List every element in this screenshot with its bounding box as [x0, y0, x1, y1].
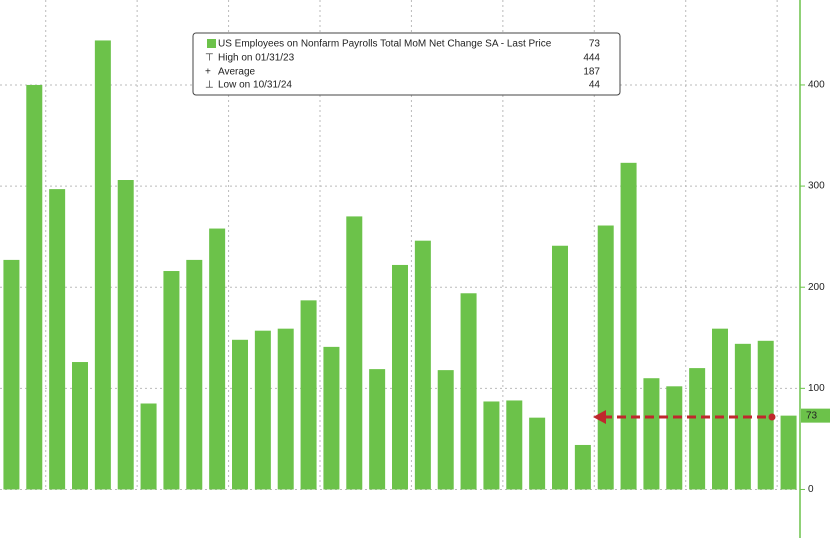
bar [26, 84, 43, 490]
bar [552, 245, 568, 490]
bar [460, 293, 477, 490]
legend-label: Low on 10/31/24 [218, 80, 292, 91]
bar [414, 240, 431, 490]
bar [734, 343, 751, 490]
bar [323, 346, 340, 490]
bar [780, 415, 797, 490]
bar [163, 271, 180, 490]
bar [140, 403, 157, 490]
legend: US Employees on Nonfarm Payrolls Total M… [192, 32, 621, 96]
bar [369, 369, 386, 490]
bar [232, 339, 248, 490]
y-axis-ticks: 0 100 200 300 400 73 [800, 80, 830, 495]
bar [483, 401, 500, 490]
bar [392, 264, 408, 490]
bar [94, 40, 111, 490]
bar [666, 386, 683, 490]
bar [757, 340, 774, 490]
arrow [593, 410, 776, 424]
last-price-box [801, 408, 830, 423]
bar [597, 225, 614, 490]
bar [574, 444, 591, 490]
y-tick-label: 100 [808, 383, 825, 394]
y-tick-label: 400 [808, 80, 825, 91]
bar [254, 330, 271, 490]
legend-value: 187 [583, 67, 600, 78]
y-tick-label: 300 [808, 181, 825, 192]
legend-swatch [207, 39, 216, 48]
bar [712, 328, 728, 490]
legend-label: High on 01/31/23 [218, 53, 295, 64]
legend-icon: + [205, 67, 211, 78]
y-tick-label: 200 [808, 282, 825, 293]
legend-last-price: 73 [589, 39, 601, 50]
bar [529, 417, 546, 490]
bar [3, 259, 20, 490]
bar [49, 189, 66, 490]
bar [620, 162, 637, 490]
legend-box [192, 32, 621, 96]
bar [277, 328, 294, 490]
arrow-dot [768, 413, 776, 421]
legend-value: 444 [583, 53, 600, 64]
legend-label: Average [218, 67, 256, 78]
bar [209, 228, 226, 490]
bar [186, 259, 203, 490]
legend-value: 44 [589, 80, 601, 91]
bar [117, 180, 134, 490]
last-price-label: 73 [806, 410, 818, 421]
arrow-head [593, 410, 606, 424]
bar [689, 368, 706, 490]
bar [437, 370, 454, 490]
bar [300, 300, 317, 490]
y-tick-label: 0 [808, 484, 814, 495]
legend-icon: ⊥ [205, 80, 214, 91]
legend-icon: ⊤ [205, 53, 214, 64]
bar [346, 216, 363, 490]
bar [643, 378, 660, 490]
legend-title: US Employees on Nonfarm Payrolls Total M… [218, 39, 552, 50]
bar [72, 362, 88, 490]
bars [3, 40, 797, 490]
bar [506, 400, 523, 490]
